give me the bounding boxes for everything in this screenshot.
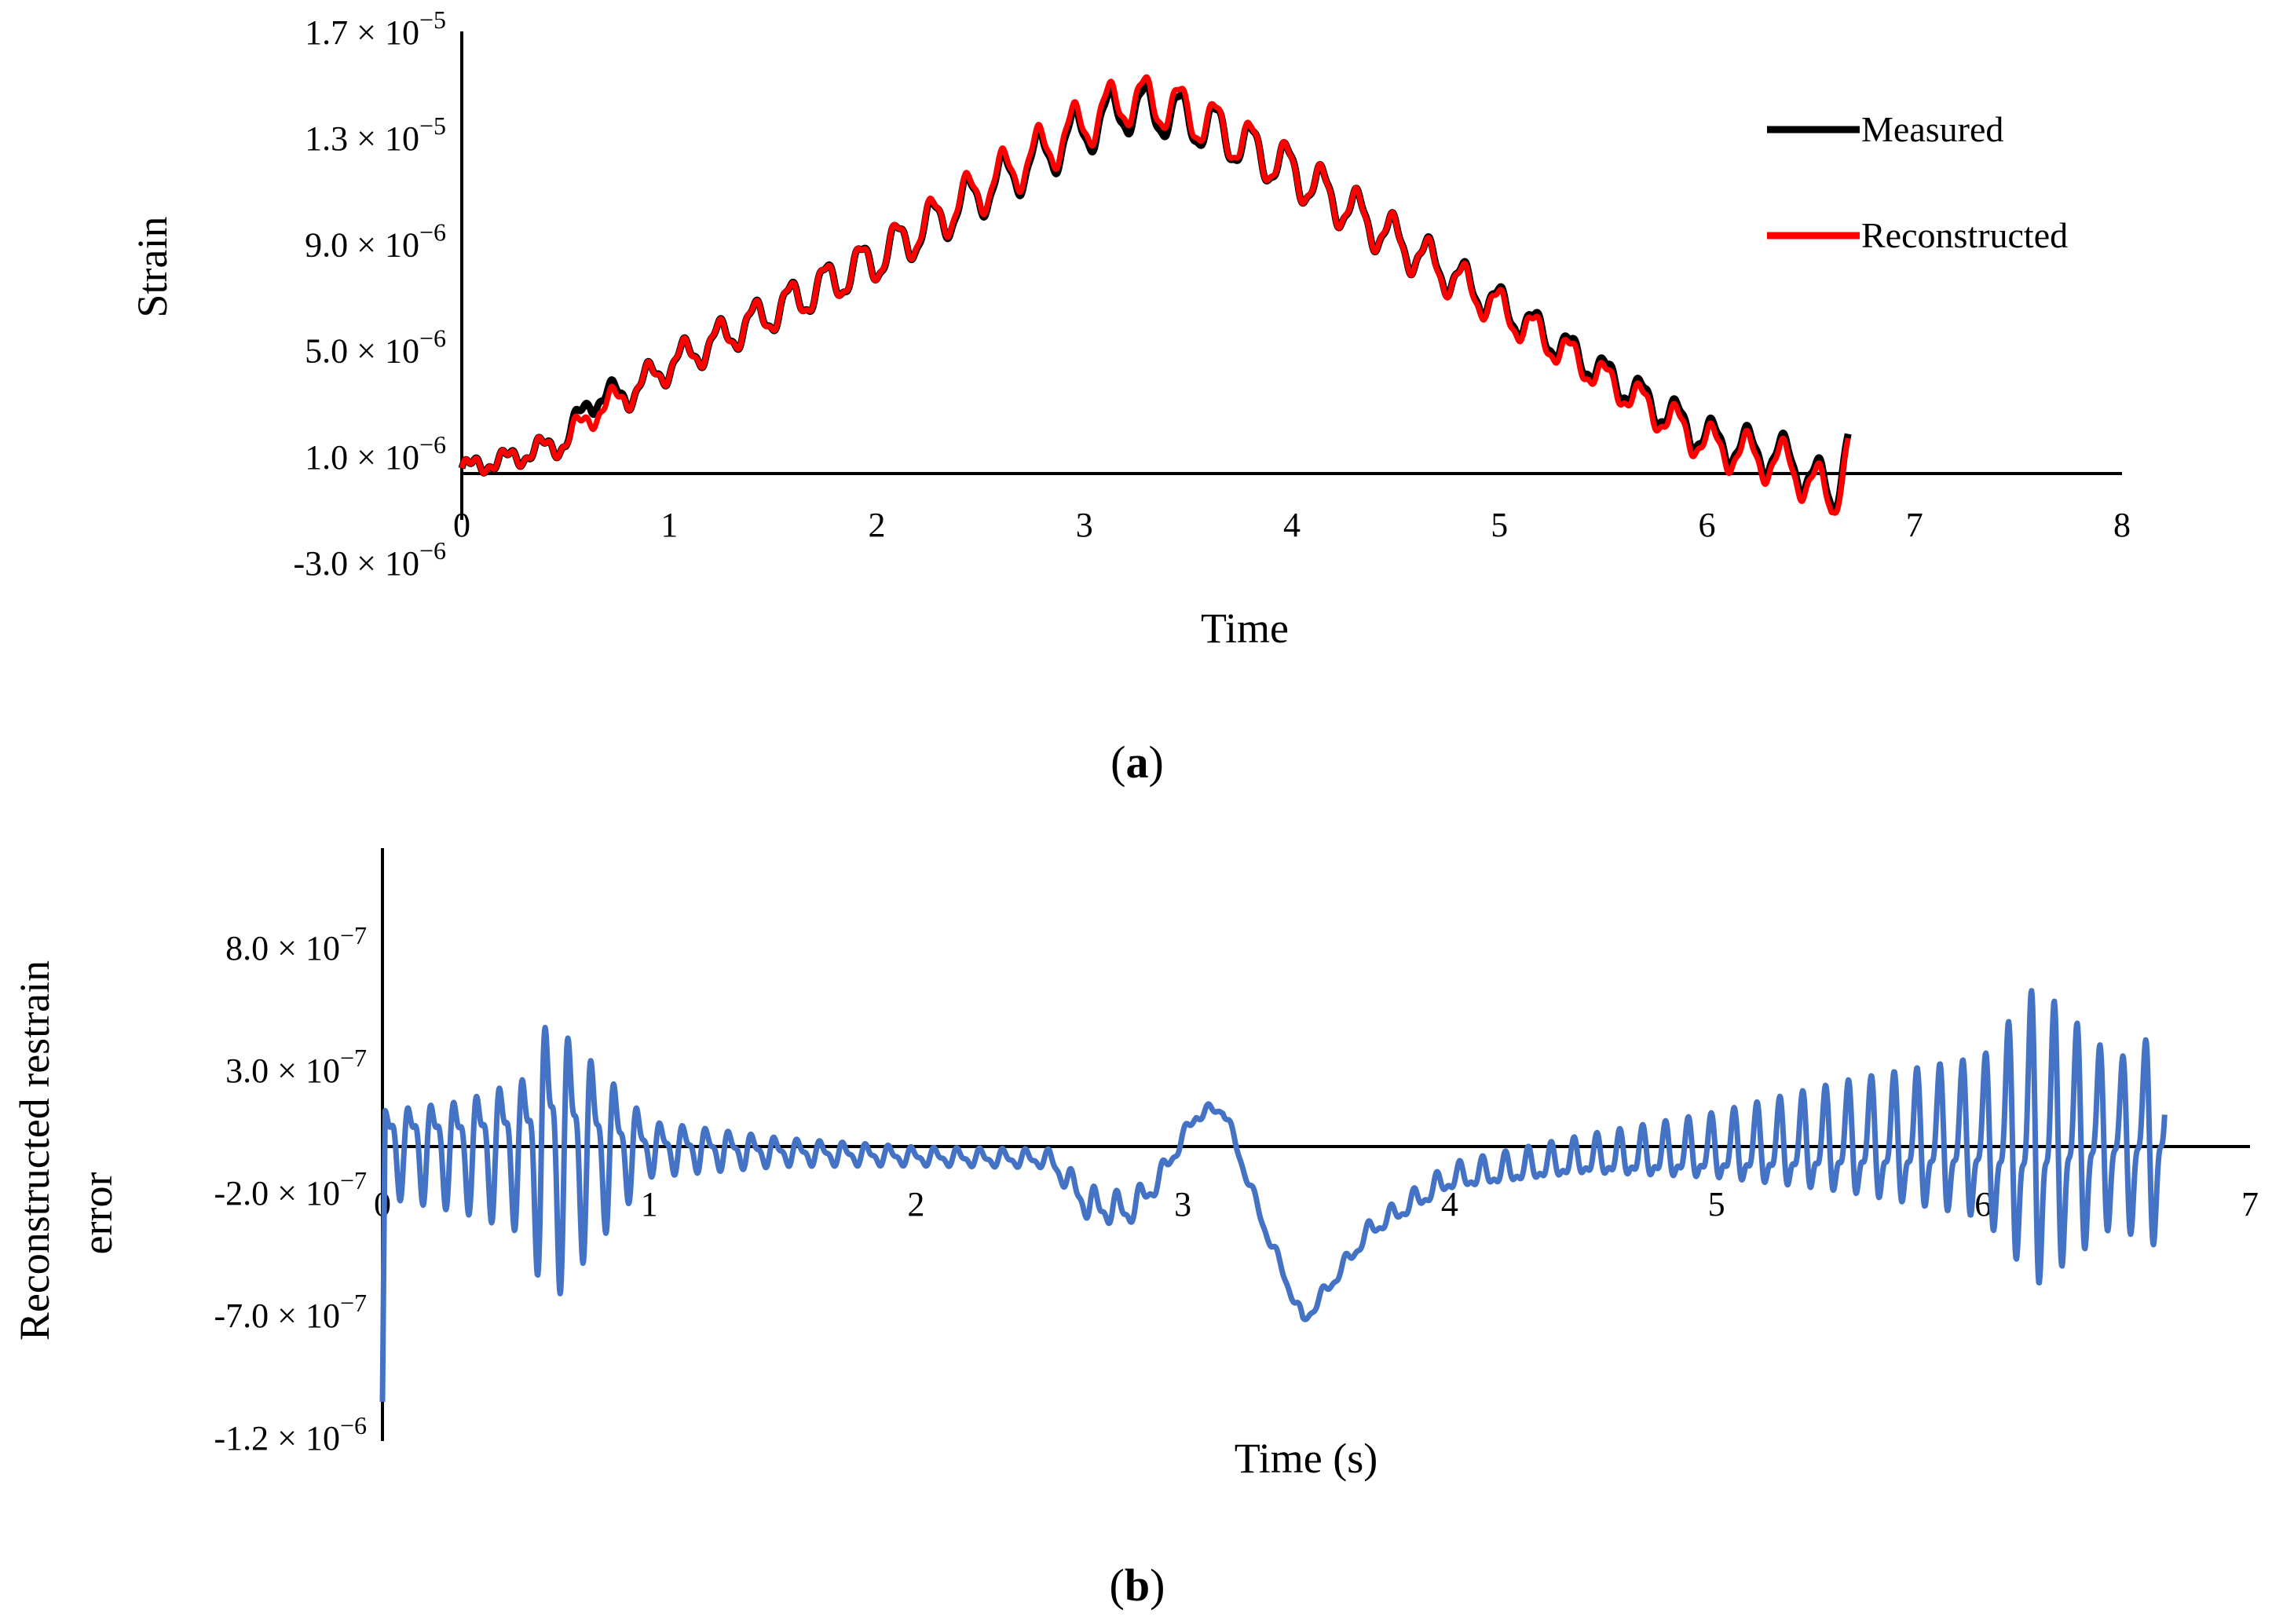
chart-b-ytick-label: 3.0 × 10−7 [225,1044,367,1090]
chart-a-ylabel: Strain [129,217,176,318]
chart-a-ticks: 0 1 2 3 4 5 6 7 8 1.7 × 10−5 1.3 × 10−5 9.0 × 10−6 5… [293,5,2131,583]
chart-b-ytick-label: -7.0 × 10−7 [214,1289,367,1335]
chart-b-panel-label: (b) [1110,1560,1165,1611]
chart-b-ytick-label: -2.0 × 10−7 [214,1166,367,1213]
chart-a-ytick-label: 1.7 × 10−5 [305,5,446,52]
chart-a-legend: Measured Reconstructed [1767,109,2068,255]
chart-b-xtick-label: 6 [1974,1185,1992,1223]
chart-b-ylabel-line2: error [74,1172,121,1255]
chart-a-xtick-label: 0 [453,506,470,544]
chart-a-xtick-label: 2 [869,506,886,544]
chart-a-series-measured [458,81,1852,511]
chart-b-xtick-label: 2 [907,1185,924,1223]
chart-a-xlabel: Time [1201,605,1289,652]
chart-a-series-reconstructed [459,74,1851,516]
chart-b-xtick-label: 3 [1174,1185,1191,1223]
chart-a-xtick-label: 4 [1283,506,1301,544]
chart-a-ytick-label: 1.3 × 10−5 [305,112,446,158]
chart-a-xtick-label: 7 [1906,506,1923,544]
chart-a-xtick-label: 6 [1699,506,1716,544]
chart-b-xtick-label: 4 [1441,1185,1458,1223]
chart-a-ytick-label: 9.0 × 10−6 [305,218,446,264]
chart-a-panel-label: (a) [1110,737,1164,788]
chart-a-xtick-label: 5 [1491,506,1508,544]
chart-a-xtick-label: 3 [1076,506,1093,544]
chart-a-ytick-label: 5.0 × 10−6 [305,324,446,371]
chart-b-xtick-label: 7 [2241,1185,2259,1223]
chart-b-ytick-label: -1.2 × 10−6 [214,1411,367,1458]
chart-a-ytick-label: -3.0 × 10−6 [293,536,446,583]
chart-a-xtick-label: 1 [660,506,678,544]
chart-a-ytick-label: 1.0 × 10−6 [305,430,446,477]
chart-b-ytick-label: 8.0 × 10−7 [225,921,367,967]
legend-reconstructed-label: Reconstructed [1861,215,2068,255]
chart-b-xtick-label: 1 [641,1185,658,1223]
chart-b-series-error [379,988,2168,1403]
chart-a: 0 1 2 3 4 5 6 7 8 1.7 × 10−5 1.3 × 10−5 9.0 × 10−6 5… [129,5,2131,788]
chart-b-ylabel: Reconstructed restrain [11,960,58,1341]
chart-b-xlabel: Time (s) [1235,1435,1378,1482]
chart-b-xtick-label: 5 [1708,1185,1725,1223]
legend-measured-label: Measured [1861,109,2003,149]
chart-a-xtick-label: 8 [2113,506,2131,544]
